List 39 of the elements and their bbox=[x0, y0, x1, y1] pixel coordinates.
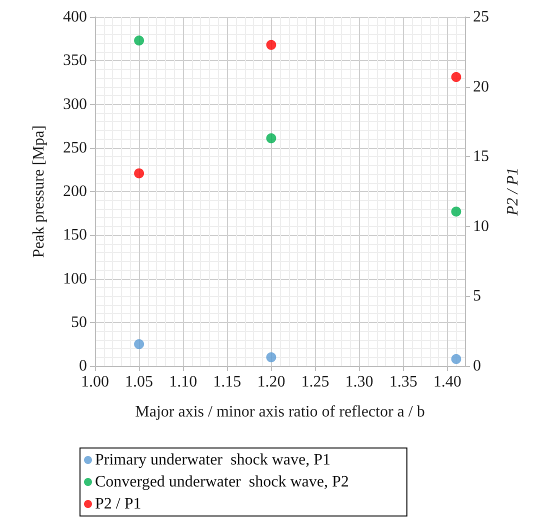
point bbox=[451, 72, 462, 82]
y2-tick-label: 5 bbox=[473, 288, 481, 305]
x-tick-label: 1.00 bbox=[81, 374, 109, 390]
y-tick-label: 50 bbox=[71, 314, 87, 331]
point bbox=[266, 352, 276, 362]
x-tick-label: 1.35 bbox=[389, 374, 418, 390]
point bbox=[134, 168, 144, 178]
y2-axis-title: P2 / P1 bbox=[504, 168, 522, 216]
x-tick-label: 1.40 bbox=[433, 374, 462, 390]
point bbox=[134, 36, 144, 46]
y-tick-label: 300 bbox=[63, 96, 87, 113]
x-tick-label: 1.10 bbox=[169, 374, 198, 390]
x-axis-title: Major axis / minor axis ratio of reflector a / b bbox=[135, 404, 425, 420]
y-axis-title: Peak pressure [Mpa] bbox=[30, 125, 48, 258]
y2-tick-label: 0 bbox=[473, 358, 481, 374]
point bbox=[266, 40, 276, 50]
y2-tick-label: 15 bbox=[473, 148, 489, 166]
legend-label: P2 / P1 bbox=[95, 496, 142, 512]
y2-tick-label: 10 bbox=[473, 218, 489, 235]
y-tick-label: 150 bbox=[63, 226, 87, 244]
point bbox=[134, 339, 144, 350]
x-tick-label: 1.15 bbox=[213, 374, 242, 390]
y-tick-label: 250 bbox=[63, 139, 87, 156]
x-tick-label: 1.20 bbox=[257, 374, 286, 390]
y-tick-label: 0 bbox=[79, 358, 87, 374]
x-tick-label: 1.25 bbox=[301, 374, 330, 390]
y-tick-label: 100 bbox=[63, 270, 87, 288]
legend-label: Primary underwater shock wave, P1 bbox=[95, 452, 330, 468]
y2-tick-label: 20 bbox=[473, 78, 489, 96]
y-tick-label: 200 bbox=[63, 183, 87, 200]
y2-tick-label: 25 bbox=[473, 8, 489, 26]
point bbox=[451, 354, 462, 364]
legend-label: Converged underwater shock wave, P2 bbox=[95, 474, 349, 490]
y-tick-label: 400 bbox=[63, 8, 87, 26]
point bbox=[266, 133, 276, 144]
point bbox=[451, 206, 462, 217]
x-tick-label: 1.30 bbox=[345, 374, 374, 390]
x-tick-label: 1.05 bbox=[125, 374, 154, 390]
y-tick-label: 350 bbox=[63, 52, 87, 70]
